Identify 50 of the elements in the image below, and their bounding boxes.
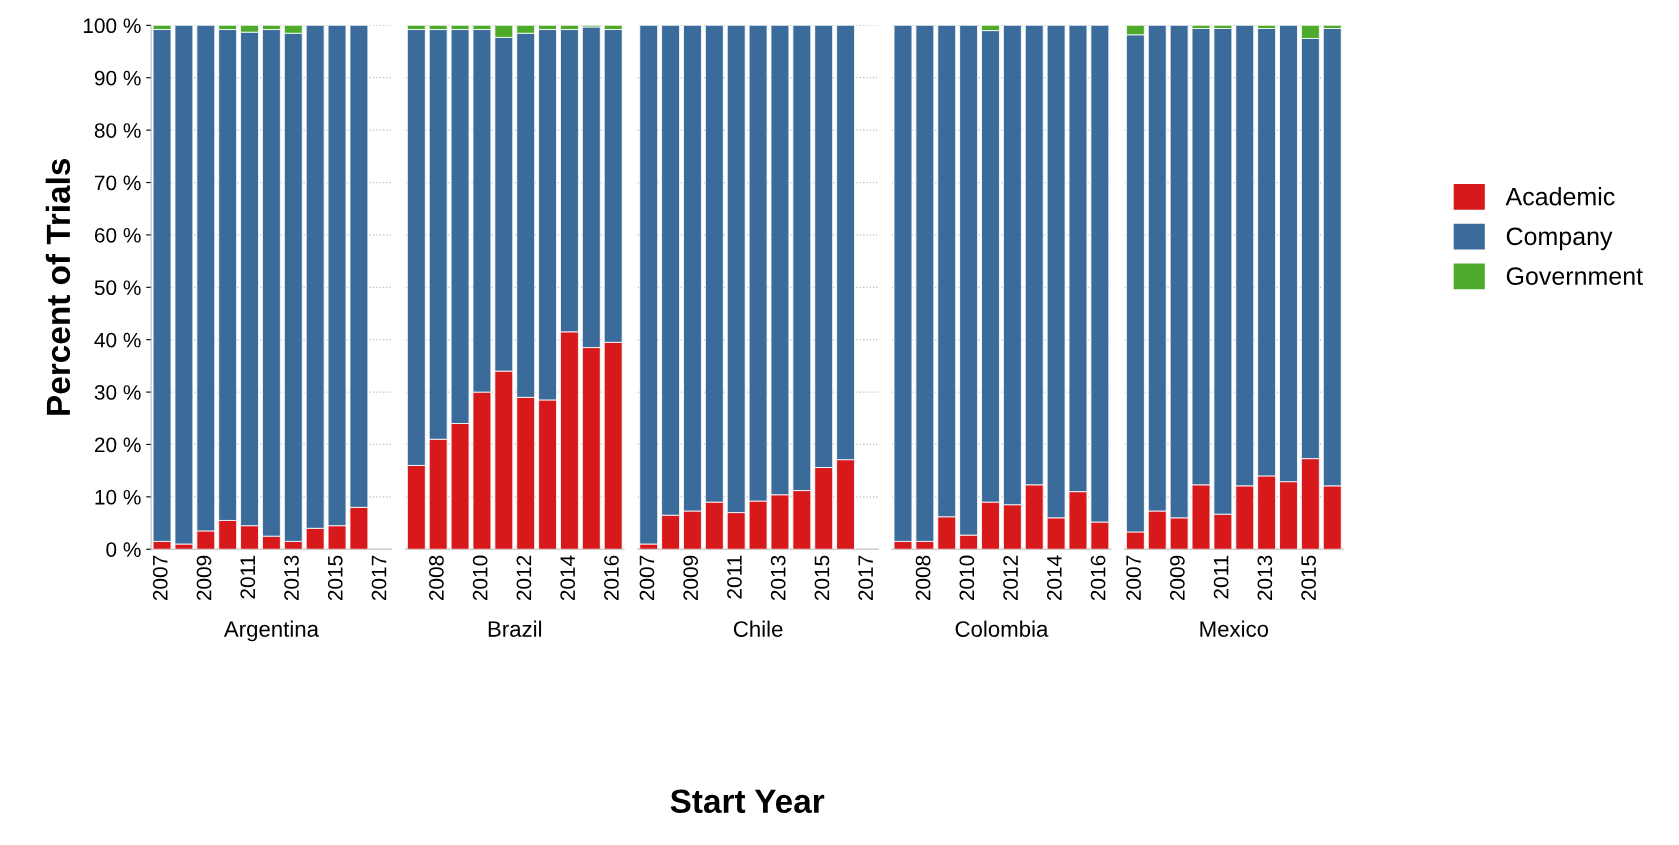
x-axis-title: Brazil xyxy=(488,620,542,637)
legend-label: Academic xyxy=(1505,187,1615,206)
x-tick-label: 2016 xyxy=(1090,555,1106,601)
x-tick-label: 2013 xyxy=(770,555,786,601)
x-tick-label: 2009 xyxy=(196,555,212,601)
y-tick-label: 60 % xyxy=(94,227,141,243)
x-tick-label: 2009 xyxy=(683,555,699,601)
x-tick-label: 2014 xyxy=(560,555,576,601)
x-tick-label: 2008 xyxy=(429,555,444,601)
text: Start Year xyxy=(670,789,825,814)
y-tick-label: 20 % xyxy=(94,437,141,453)
x-tick-label: 2015 xyxy=(1301,555,1316,601)
x-tick-label: 2016 xyxy=(604,555,619,601)
x-tick-label: 2012 xyxy=(1003,555,1018,601)
legend-label: Government xyxy=(1506,267,1643,285)
x-axis-title: Argentina xyxy=(223,620,319,642)
x-tick-label: 2007 xyxy=(152,555,168,601)
y-tick-label: 10 % xyxy=(95,489,141,505)
x-tick-label: 2013 xyxy=(1257,555,1273,601)
y-tick-label: 40 % xyxy=(94,332,141,348)
x-tick-label: 2011 xyxy=(1213,555,1229,599)
y-tick-label: 0 % xyxy=(106,542,141,557)
x-tick-label: 2010 xyxy=(959,555,975,601)
y-tick-label: 50 % xyxy=(94,280,141,296)
bar xyxy=(639,25,659,545)
x-tick-label: 2017 xyxy=(858,555,874,601)
x-tick-label: 2015 xyxy=(327,555,343,601)
x-tick-label: 2015 xyxy=(814,555,830,601)
y-tick-label: 70 % xyxy=(94,175,141,191)
y-tick-label: 30 % xyxy=(94,385,141,400)
x-tick-label: 2011 xyxy=(240,555,256,599)
x-tick-label: 2014 xyxy=(1046,555,1062,601)
legend-label: Company xyxy=(1506,227,1613,251)
x-tick-label: 2009 xyxy=(1169,555,1185,601)
y-tick-label: 90 % xyxy=(94,70,141,86)
x-tick-label: 2007 xyxy=(639,555,655,601)
y-tick-label: 80 % xyxy=(94,123,141,138)
y-tick-label: 100 % xyxy=(83,18,141,34)
x-tick-label: 2008 xyxy=(915,555,931,601)
x-axis-title: Colombia xyxy=(955,620,1049,637)
x-axis-title: Chile xyxy=(733,620,783,637)
x-tick-label: 2011 xyxy=(727,555,742,599)
x-axis-title: Mexico xyxy=(1200,620,1269,637)
bar xyxy=(174,25,194,545)
x-tick-label: 2017 xyxy=(371,555,387,601)
x-tick-label: 2012 xyxy=(516,555,532,601)
x-tick-label: 2010 xyxy=(472,555,488,601)
x-tick-label: 2007 xyxy=(1126,555,1141,601)
x-tick-label: 2013 xyxy=(284,555,299,601)
y-axis-title: Percent of Trials xyxy=(45,158,71,415)
